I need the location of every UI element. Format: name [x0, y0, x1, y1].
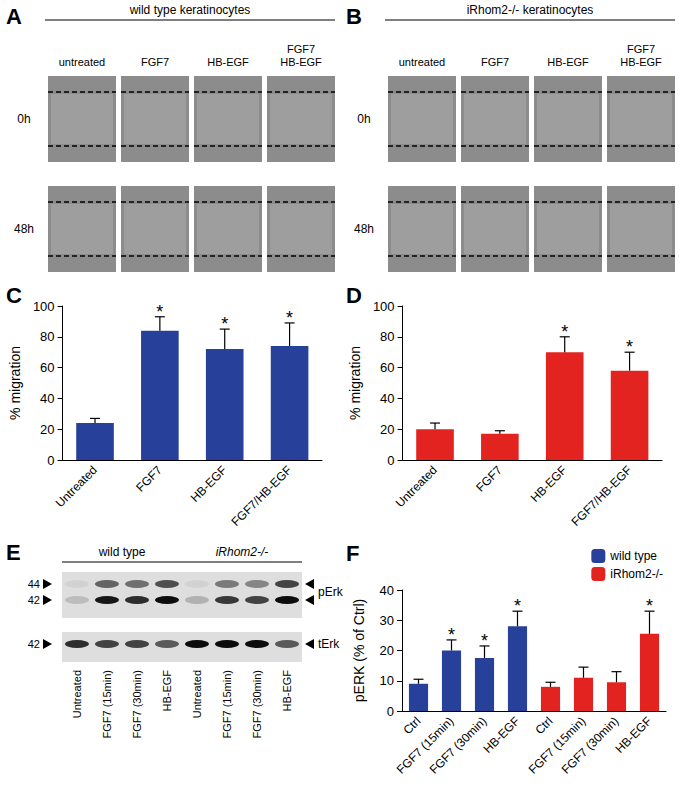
- svg-text:42: 42: [28, 638, 40, 650]
- svg-text:100: 100: [33, 299, 55, 314]
- svg-text:FGF7/HB-EGF: FGF7/HB-EGF: [229, 463, 295, 529]
- svg-text:42: 42: [28, 594, 40, 606]
- svg-text:44: 44: [28, 578, 40, 590]
- svg-text:iRhom2-/-: iRhom2-/-: [216, 545, 269, 559]
- svg-text:Untreated: Untreated: [71, 670, 83, 718]
- svg-text:20: 20: [380, 422, 394, 437]
- svg-text:20: 20: [40, 422, 54, 437]
- svg-text:60: 60: [380, 360, 394, 375]
- svg-text:60: 60: [40, 360, 54, 375]
- svg-text:FGF7 (30min): FGF7 (30min): [558, 714, 622, 777]
- svg-text:HB-EGF: HB-EGF: [281, 670, 293, 712]
- svg-text:FGF7/HB-EGF: FGF7/HB-EGF: [569, 463, 635, 529]
- svg-text:30: 30: [380, 613, 394, 628]
- svg-text:80: 80: [40, 329, 54, 344]
- svg-text:0: 0: [387, 453, 394, 468]
- svg-text:wild type keratinocytes: wild type keratinocytes: [129, 3, 251, 17]
- svg-text:B: B: [346, 4, 362, 29]
- svg-text:untreated: untreated: [399, 56, 445, 68]
- svg-text:F: F: [346, 541, 359, 566]
- svg-text:% migration: % migration: [7, 346, 23, 420]
- svg-text:100: 100: [373, 299, 395, 314]
- svg-text:HB-EGF: HB-EGF: [188, 463, 230, 505]
- svg-text:A: A: [6, 4, 22, 29]
- svg-text:FGF7: FGF7: [627, 43, 655, 55]
- svg-text:40: 40: [380, 583, 394, 598]
- svg-text:pERK (% of Ctrl): pERK (% of Ctrl): [351, 599, 367, 702]
- svg-text:Ctrl: Ctrl: [400, 714, 423, 737]
- svg-text:20: 20: [380, 643, 394, 658]
- svg-text:HB-EGF: HB-EGF: [528, 463, 570, 505]
- svg-text:80: 80: [380, 329, 394, 344]
- svg-text:HB-EGF: HB-EGF: [613, 714, 655, 756]
- svg-text:FGF7 (30min): FGF7 (30min): [251, 670, 263, 738]
- svg-text:FGF7: FGF7: [481, 56, 509, 68]
- svg-text:0: 0: [47, 453, 54, 468]
- svg-text:*: *: [646, 596, 653, 616]
- svg-text:E: E: [6, 540, 21, 565]
- svg-text:FGF7 (15min): FGF7 (15min): [525, 714, 589, 777]
- svg-text:FGF7 (15min): FGF7 (15min): [221, 670, 233, 738]
- svg-text:C: C: [6, 283, 22, 308]
- svg-text:HB-EGF: HB-EGF: [280, 56, 322, 68]
- svg-text:FGF7: FGF7: [141, 56, 169, 68]
- svg-text:0h: 0h: [17, 112, 30, 126]
- svg-text:Untreated: Untreated: [53, 463, 100, 510]
- svg-text:48h: 48h: [354, 222, 374, 236]
- svg-text:tErk: tErk: [318, 637, 340, 651]
- svg-text:Untreated: Untreated: [393, 463, 440, 510]
- svg-text:0h: 0h: [357, 112, 370, 126]
- svg-text:pErk: pErk: [318, 585, 344, 599]
- svg-text:Untreated: Untreated: [191, 670, 203, 718]
- svg-text:10: 10: [380, 673, 394, 688]
- svg-text:Ctrl: Ctrl: [532, 714, 555, 737]
- svg-text:FGF7 (30min): FGF7 (30min): [131, 670, 143, 738]
- svg-text:FGF7 (15min): FGF7 (15min): [101, 670, 113, 738]
- svg-text:FGF7: FGF7: [133, 463, 165, 495]
- svg-text:FGF7 (30min): FGF7 (30min): [426, 714, 490, 777]
- svg-text:untreated: untreated: [59, 56, 105, 68]
- svg-text:*: *: [221, 314, 228, 334]
- svg-text:40: 40: [380, 391, 394, 406]
- svg-text:D: D: [346, 283, 362, 308]
- svg-text:FGF7: FGF7: [473, 463, 505, 495]
- svg-text:*: *: [156, 302, 163, 322]
- svg-text:iRhom2-/-: iRhom2-/-: [610, 567, 663, 581]
- svg-text:FGF7: FGF7: [287, 43, 315, 55]
- svg-text:HB-EGF: HB-EGF: [620, 56, 662, 68]
- svg-text:HB-EGF: HB-EGF: [161, 670, 173, 712]
- svg-text:FGF7 (15min): FGF7 (15min): [393, 714, 457, 777]
- svg-text:*: *: [514, 596, 521, 616]
- svg-text:*: *: [626, 337, 633, 357]
- svg-text:0: 0: [387, 704, 394, 719]
- svg-text:*: *: [481, 631, 488, 651]
- svg-text:% migration: % migration: [347, 346, 363, 420]
- svg-text:HB-EGF: HB-EGF: [481, 714, 523, 756]
- svg-text:wild type: wild type: [98, 545, 146, 559]
- svg-text:*: *: [286, 308, 293, 328]
- svg-text:*: *: [561, 322, 568, 342]
- svg-text:*: *: [448, 625, 455, 645]
- svg-text:HB-EGF: HB-EGF: [207, 56, 249, 68]
- svg-text:HB-EGF: HB-EGF: [547, 56, 589, 68]
- svg-text:wild type: wild type: [609, 549, 657, 563]
- svg-text:40: 40: [40, 391, 54, 406]
- svg-text:48h: 48h: [14, 222, 34, 236]
- svg-text:iRhom2-/- keratinocytes: iRhom2-/- keratinocytes: [467, 3, 594, 17]
